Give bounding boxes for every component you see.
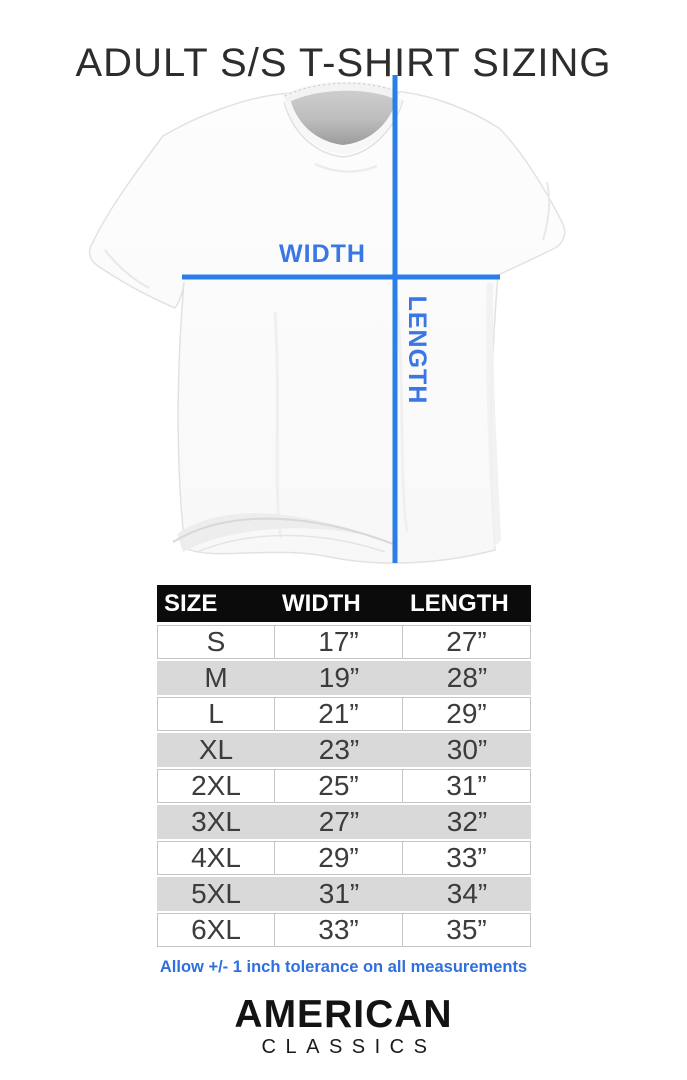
length-cell: 32” <box>446 806 488 837</box>
hem-fold-line <box>172 517 394 545</box>
size-cell: S <box>157 625 275 659</box>
size-table-body: S 17” 27” M 19” 28” L 21” 29” XL 23” 30” 2XL 25” 31” 3X… <box>157 625 531 947</box>
tshirt-illustration <box>88 75 566 564</box>
side-shade <box>486 282 501 548</box>
wrinkle <box>395 299 409 533</box>
size-row-3xl: 3XL 27” 32” <box>157 805 531 839</box>
length-measure-label: LENGTH <box>403 295 431 405</box>
header-width: WIDTH <box>282 590 361 617</box>
width-cell: 27” <box>318 806 360 837</box>
size-table: SIZE WIDTH LENGTH S 17” 27” M 19” 28” L 21” 29” X… <box>157 585 531 947</box>
size-row-s: S 17” 27” <box>157 625 531 659</box>
size-table-header: SIZE WIDTH LENGTH <box>157 585 531 622</box>
collar-rib <box>284 96 403 155</box>
length-cell: 35” <box>403 913 531 947</box>
sleeve-seam <box>104 249 150 289</box>
brand-subname: CLASSICS <box>261 1036 437 1058</box>
collar-stitching <box>284 82 400 97</box>
neck-opening <box>290 88 397 145</box>
width-cell: 25” <box>275 769 403 803</box>
width-cell: 17” <box>275 625 403 659</box>
size-row-4xl: 4XL 29” 33” <box>157 841 531 875</box>
tolerance-note: Allow +/- 1 inch tolerance on all measur… <box>159 958 528 976</box>
width-cell: 29” <box>275 841 403 875</box>
size-cell: M <box>204 662 228 693</box>
width-cell: 21” <box>275 697 403 731</box>
brand-name: AMERICAN <box>234 993 453 1036</box>
size-row-l: L 21” 29” <box>157 697 531 731</box>
length-cell: 33” <box>403 841 531 875</box>
size-row-m: M 19” 28” <box>157 661 531 695</box>
width-cell: 33” <box>275 913 403 947</box>
size-cell: XL <box>198 734 234 765</box>
hem-fold <box>177 513 385 552</box>
size-row-2xl: 2XL 25” 31” <box>157 769 531 803</box>
size-cell: 3XL <box>191 806 241 837</box>
size-cell: 6XL <box>157 913 275 947</box>
size-cell: 4XL <box>157 841 275 875</box>
length-cell: 29” <box>403 697 531 731</box>
collar-back-band <box>282 81 401 104</box>
size-cell: 2XL <box>157 769 275 803</box>
length-cell: 27” <box>403 625 531 659</box>
size-row-6xl: 6XL 33” 35” <box>157 913 531 947</box>
page-title: ADULT S/S T-SHIRT SIZING <box>75 40 612 85</box>
hem-fold-line <box>196 534 386 553</box>
collar-rib-edge <box>283 99 404 158</box>
length-cell: 30” <box>446 734 488 765</box>
length-cell: 28” <box>446 662 488 693</box>
width-measure-label: WIDTH <box>279 240 366 268</box>
header-length: LENGTH <box>410 590 509 617</box>
size-cell: 5XL <box>191 878 241 909</box>
tshirt-diagram: WIDTH LENGTH <box>85 72 575 572</box>
width-cell: 23” <box>318 734 360 765</box>
sleeve-seam <box>542 181 551 241</box>
size-cell: L <box>157 697 275 731</box>
tshirt-body <box>88 87 566 564</box>
size-row-xl: XL 23” 30” <box>157 733 531 767</box>
length-cell: 34” <box>446 878 488 909</box>
length-cell: 31” <box>403 769 531 803</box>
size-row-5xl: 5XL 31” 34” <box>157 877 531 911</box>
brand-logo: AMERICAN CLASSICS <box>0 995 687 1059</box>
header-size: SIZE <box>164 590 218 617</box>
width-cell: 31” <box>318 878 360 909</box>
wrinkle <box>314 162 378 173</box>
width-cell: 19” <box>318 662 360 693</box>
